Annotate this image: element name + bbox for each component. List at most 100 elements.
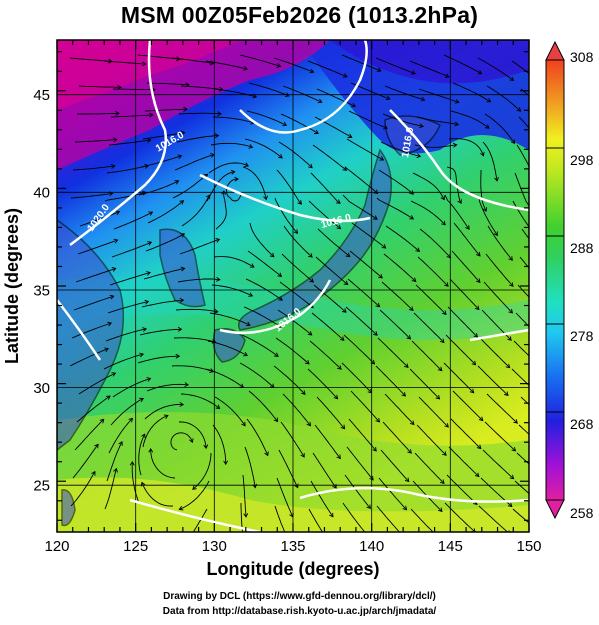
- streamline-arrowhead: [249, 263, 255, 268]
- streamline: [376, 197, 414, 220]
- streamline: [315, 256, 348, 285]
- streamline-arrowhead: [113, 238, 119, 244]
- streamline-arrowhead: [177, 326, 183, 332]
- streamline: [477, 57, 514, 81]
- axis-ticks: [56, 40, 530, 532]
- streamline: [453, 222, 481, 257]
- streamline-arrowhead: [221, 190, 227, 195]
- streamline: [239, 362, 275, 388]
- streamline: [69, 348, 109, 367]
- streamline: [112, 88, 156, 91]
- streamline-arrowhead: [110, 163, 116, 169]
- colorbar-tick-label: 288: [570, 240, 594, 256]
- streamline-arrowhead: [415, 247, 421, 252]
- streamline: [479, 337, 511, 369]
- streamline: [375, 365, 406, 397]
- streamline-arrowhead: [113, 137, 118, 143]
- streamline-arrowhead: [444, 423, 449, 428]
- y-axis-title: Latitude (degrees): [2, 208, 22, 364]
- streamline-arrowhead: [277, 272, 283, 277]
- streamline-arrowhead: [216, 276, 221, 282]
- streamline: [341, 362, 372, 394]
- streamline-arrowhead: [480, 151, 485, 157]
- streamline-arrowhead: [314, 129, 319, 134]
- chart-title: MSM 00Z05Feb2026 (1013.2hPa): [120, 2, 479, 28]
- streamline-arrowhead: [373, 331, 378, 336]
- streamline: [446, 474, 478, 505]
- streamline: [138, 180, 179, 196]
- streamline-arrowhead: [408, 306, 414, 312]
- streamline-arrowhead: [440, 195, 445, 201]
- streamline: [76, 395, 111, 423]
- x-tick-label: 125: [123, 538, 148, 555]
- streamline-arrowhead: [539, 394, 543, 398]
- streamline: [316, 88, 356, 107]
- streamline-arrowhead: [139, 352, 145, 358]
- streamline: [241, 334, 279, 357]
- streamline-arrowhead: [278, 296, 283, 301]
- streamline-arrowhead: [278, 153, 283, 159]
- streamline-arrowhead: [381, 244, 387, 249]
- streamline-arrowhead: [146, 377, 152, 382]
- streamline: [521, 228, 529, 240]
- streamline: [247, 250, 282, 277]
- streamline-arrowhead: [367, 388, 373, 394]
- x-tick-label: 145: [438, 538, 463, 555]
- credit-data: Data from http://database.rish.kyoto-u.a…: [162, 606, 437, 617]
- streamline: [342, 502, 366, 532]
- streamline-arrowhead: [177, 154, 183, 160]
- streamline-arrowhead: [401, 391, 407, 397]
- streamline: [172, 173, 208, 199]
- streamline: [104, 468, 117, 510]
- streamline-arrowhead: [372, 446, 377, 452]
- streamline-arrowhead: [507, 336, 512, 341]
- streamline: [477, 365, 509, 396]
- streamline: [274, 505, 286, 532]
- streamline-arrowhead: [336, 224, 342, 230]
- streamline: [449, 278, 480, 310]
- streamline-arrowhead: [140, 481, 146, 487]
- streamline: [411, 340, 443, 371]
- streamline-arrowhead: [269, 383, 275, 389]
- x-tick-label: 120: [44, 538, 69, 555]
- streamline: [146, 383, 189, 392]
- streamline: [107, 301, 149, 314]
- streamline-arrowhead: [493, 231, 498, 237]
- streamline: [415, 284, 447, 315]
- streamline-arrowhead: [104, 347, 109, 353]
- streamline-arrowhead: [402, 505, 408, 511]
- streamline-arrowhead: [439, 338, 445, 344]
- streamline: [282, 393, 311, 426]
- streamline-arrowhead: [252, 483, 258, 489]
- streamline: [277, 309, 312, 336]
- streamline-arrowhead: [107, 321, 113, 327]
- streamline-arrowhead: [148, 211, 154, 216]
- streamline: [179, 238, 220, 255]
- streamline-arrowhead: [144, 299, 150, 305]
- streamline: [179, 421, 207, 449]
- streamline: [485, 253, 514, 287]
- streamline: [192, 452, 212, 490]
- streamline: [382, 421, 412, 454]
- colorbar-gradient: [545, 59, 565, 501]
- streamline: [314, 424, 341, 459]
- streamline: [280, 421, 305, 458]
- streamline-arrowhead: [214, 133, 220, 139]
- streamline: [343, 334, 375, 365]
- streamline-arrowhead: [401, 534, 405, 538]
- streamline-arrowhead: [369, 475, 374, 481]
- streamline: [240, 503, 244, 532]
- streamline: [448, 138, 484, 156]
- streamline-arrowhead: [340, 424, 346, 430]
- streamline-arrowhead: [435, 394, 441, 400]
- streamline: [108, 139, 151, 146]
- streamline: [214, 396, 246, 427]
- streamline-arrowhead: [294, 483, 299, 489]
- streamline: [283, 225, 313, 258]
- streamline: [144, 108, 188, 112]
- streamline-arrowhead: [109, 294, 115, 300]
- streamline-arrowhead: [337, 365, 342, 370]
- streamline-arrowhead: [406, 334, 412, 340]
- y-tick-label: 35: [33, 283, 50, 300]
- streamline: [192, 508, 208, 532]
